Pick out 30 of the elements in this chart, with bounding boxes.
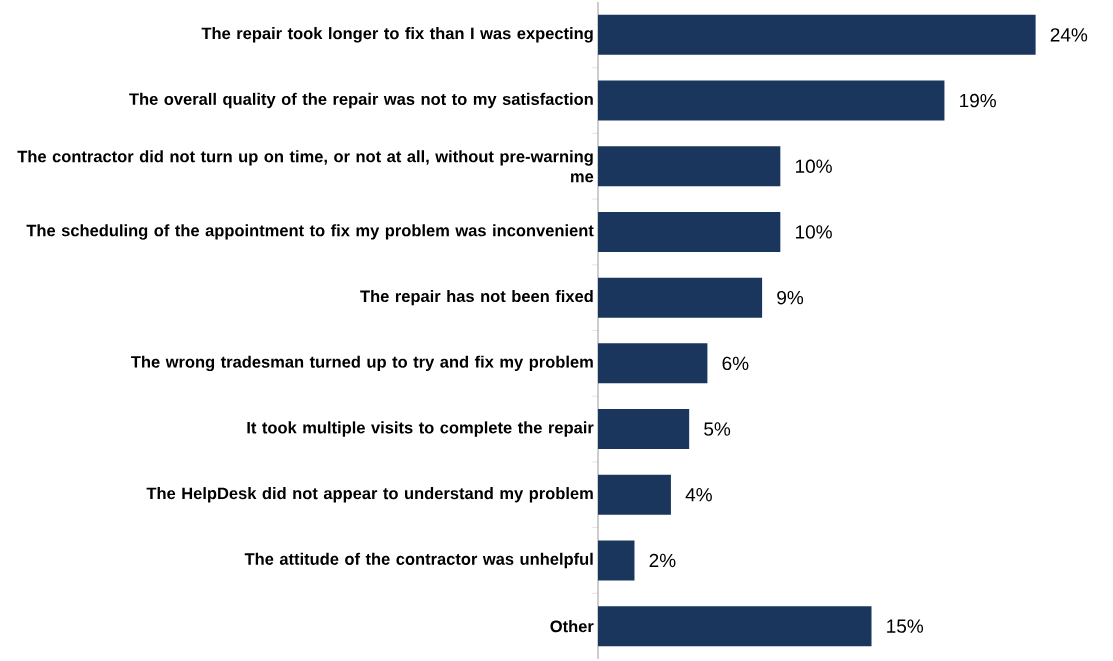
data-label: 10% [795, 225, 832, 239]
bar [598, 540, 635, 581]
y-tick-label: Other [550, 620, 594, 633]
data-label: 5% [704, 422, 731, 436]
bar [598, 146, 781, 187]
data-label: 19% [960, 93, 996, 108]
y-tick-label: The scheduling of the appointment to fix my problem was inconvenient [26, 224, 594, 240]
data-label: 24% [1050, 28, 1088, 42]
y-tick-label: The wrong tradesman turned up to try and fix my problem [131, 355, 593, 372]
bar [598, 409, 690, 450]
y-tick-label: The attitude of the contractor was unhelpful [244, 552, 593, 569]
bar [598, 343, 708, 384]
data-label: 4% [685, 488, 712, 502]
bar [598, 606, 872, 647]
data-label: 9% [777, 290, 804, 305]
y-tick-label: The HelpDesk did not appear to understand my problem [146, 487, 593, 503]
bar [598, 211, 781, 252]
data-label: 10% [795, 159, 832, 173]
y-tick-label: The contractor did not turn up on time, or not at all, without pre-warning me [17, 150, 594, 183]
bar [598, 277, 763, 318]
data-label: 2% [649, 553, 676, 568]
y-tick-label: The overall quality of the repair was not to my satisfaction [129, 92, 593, 109]
y-tick-label: The repair has not been fixed [360, 289, 593, 306]
data-label: 6% [722, 356, 749, 371]
y-tick-label: The repair took longer to fix than I was expecting [201, 27, 593, 43]
bar [598, 80, 945, 121]
bar [598, 14, 1036, 55]
bar [598, 474, 671, 515]
y-tick-label: It took multiple visits to complete the repair [247, 421, 594, 437]
data-label: 15% [887, 619, 924, 633]
